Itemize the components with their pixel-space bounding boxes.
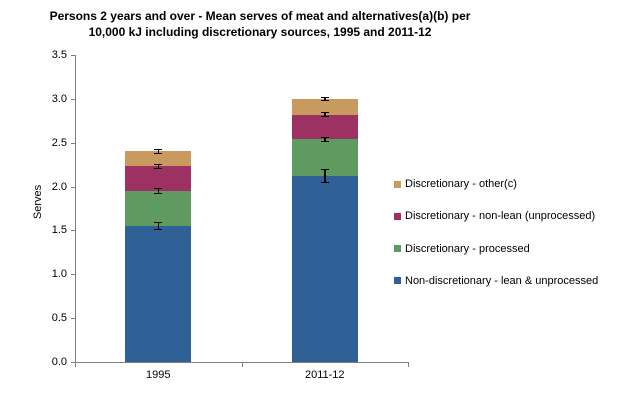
error-bar-line <box>324 170 326 183</box>
legend-swatch <box>394 277 401 285</box>
x-tick <box>75 363 76 367</box>
y-tick <box>71 55 75 56</box>
bar-segment <box>291 98 358 115</box>
error-bar-line <box>324 97 326 101</box>
error-bar <box>154 221 163 231</box>
y-tick <box>71 274 75 276</box>
error-bar-line <box>324 137 326 141</box>
legend-item: Discretionary - processed <box>394 241 530 257</box>
legend-swatch <box>394 180 401 188</box>
error-bar <box>320 136 329 142</box>
error-bar <box>320 96 329 102</box>
y-tick <box>71 186 75 188</box>
legend-item: Discretionary - non-lean (unprocessed) <box>394 208 595 224</box>
error-bar-line <box>324 113 326 117</box>
error-bar-line <box>157 149 159 154</box>
error-bar-line <box>157 164 159 169</box>
legend-swatch <box>394 245 401 253</box>
chart-title-line2: 10,000 kJ including discretionary source… <box>88 25 432 39</box>
legend-swatch <box>394 212 401 220</box>
bar-segment <box>125 166 192 191</box>
y-tick <box>71 98 75 100</box>
y-tick-label: 2.5 <box>51 136 67 149</box>
bar-segment <box>125 151 192 167</box>
legend-label: Discretionary - other(c) <box>405 178 517 190</box>
chart-title: Persons 2 years and over - Mean serves o… <box>0 8 520 40</box>
legend-label: Discretionary - processed <box>405 242 530 255</box>
error-bar-line <box>157 189 159 193</box>
legend-label: Non-discretionary - lean & unprocessed <box>405 274 599 287</box>
y-tick-label: 0.5 <box>51 312 67 325</box>
y-axis-line <box>75 55 76 363</box>
bar-segment <box>125 226 192 362</box>
error-bar <box>154 163 163 170</box>
x-tick-label: 1995 <box>146 369 171 381</box>
legend-item: Non-discretionary - lean & unprocessed <box>394 273 598 289</box>
y-tick-label: 3.5 <box>51 49 67 61</box>
y-tick <box>71 318 75 320</box>
error-bar <box>154 148 163 155</box>
error-bar <box>320 112 329 118</box>
y-tick-label: 3.0 <box>51 92 67 105</box>
error-bar <box>320 169 329 184</box>
y-tick-label: 2.0 <box>51 180 67 193</box>
error-bar-line <box>157 222 159 230</box>
y-tick-label: 1.0 <box>51 268 67 281</box>
bar-segment <box>291 176 358 362</box>
x-tick <box>241 363 243 367</box>
y-tick <box>71 142 75 144</box>
y-tick-label: 1.5 <box>51 224 67 237</box>
legend-item: Discretionary - other(c) <box>394 176 517 192</box>
bar-segment <box>125 190 192 227</box>
x-tick <box>408 363 409 367</box>
error-bar <box>154 188 163 194</box>
x-axis-line <box>75 362 409 363</box>
y-tick <box>71 230 75 232</box>
y-tick <box>71 362 75 363</box>
chart-title-line1: Persons 2 years and over - Mean serves o… <box>49 9 471 23</box>
legend-label: Discretionary - non-lean (unprocessed) <box>405 210 596 223</box>
y-tick-label: 0.0 <box>51 356 67 368</box>
x-tick-label: 2011-12 <box>304 369 345 381</box>
bar-segment <box>291 114 358 140</box>
